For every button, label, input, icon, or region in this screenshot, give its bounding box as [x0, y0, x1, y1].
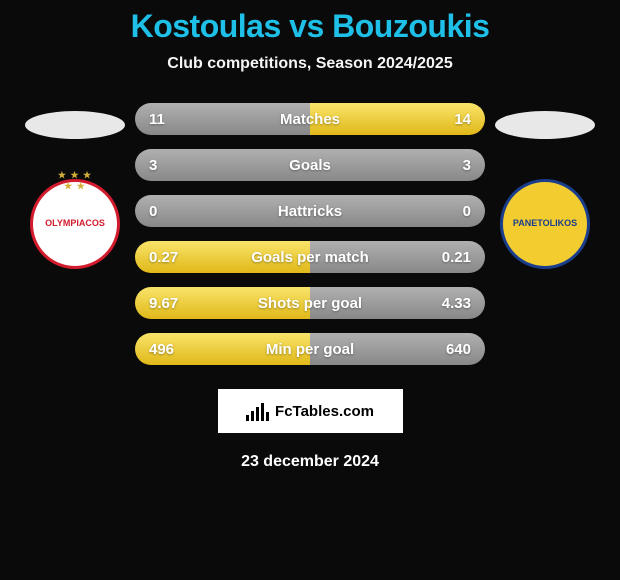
stat-row: 3 Goals 3: [135, 149, 485, 181]
stat-right-value: 3: [431, 157, 471, 174]
left-player-shadow: [25, 111, 125, 139]
stat-label: Goals per match: [251, 249, 369, 266]
right-player-shadow: [495, 111, 595, 139]
stat-row: 0 Hattricks 0: [135, 195, 485, 227]
page-title: Kostoulas vs Bouzoukis: [131, 8, 490, 45]
page-subtitle: Club competitions, Season 2024/2025: [167, 55, 452, 73]
stat-right-value: 640: [431, 341, 471, 358]
stat-row: 9.67 Shots per goal 4.33: [135, 287, 485, 319]
stat-row: 0.27 Goals per match 0.21: [135, 241, 485, 273]
site-logo: FcTables.com: [218, 389, 403, 433]
left-club-crest: ★ ★ ★ ★ ★ OLYMPIACOS: [30, 179, 120, 269]
right-player-col: PANETOLIKOS: [485, 103, 605, 269]
stat-row: 11 Matches 14: [135, 103, 485, 135]
main-row: ★ ★ ★ ★ ★ OLYMPIACOS 11 Matches 14 3 Goals 3 0…: [0, 103, 620, 365]
stat-left-value: 9.67: [149, 295, 189, 312]
right-club-crest: PANETOLIKOS: [500, 179, 590, 269]
stat-label: Goals: [289, 157, 331, 174]
stat-left-value: 11: [149, 111, 189, 128]
crest-stars-icon: ★ ★ ★ ★ ★: [54, 170, 96, 192]
stat-label: Min per goal: [266, 341, 354, 358]
comparison-card: Kostoulas vs Bouzoukis Club competitions…: [0, 0, 620, 580]
date-text: 23 december 2024: [241, 453, 379, 471]
logo-text: FcTables.com: [275, 403, 374, 420]
stat-right-value: 0.21: [431, 249, 471, 266]
stat-left-value: 3: [149, 157, 189, 174]
stat-label: Matches: [280, 111, 340, 128]
stat-right-value: 14: [431, 111, 471, 128]
stat-row: 496 Min per goal 640: [135, 333, 485, 365]
stats-table: 11 Matches 14 3 Goals 3 0 Hattricks 0 0.27 Goals p…: [135, 103, 485, 365]
left-player-col: ★ ★ ★ ★ ★ OLYMPIACOS: [15, 103, 135, 269]
right-club-label: PANETOLIKOS: [513, 219, 577, 229]
stat-left-value: 0.27: [149, 249, 189, 266]
stat-right-value: 4.33: [431, 295, 471, 312]
stat-left-value: 496: [149, 341, 189, 358]
left-club-label: OLYMPIACOS: [45, 219, 105, 229]
bars-icon: [246, 401, 269, 421]
stat-label: Shots per goal: [258, 295, 362, 312]
stat-left-value: 0: [149, 203, 189, 220]
stat-label: Hattricks: [278, 203, 342, 220]
stat-right-value: 0: [431, 203, 471, 220]
